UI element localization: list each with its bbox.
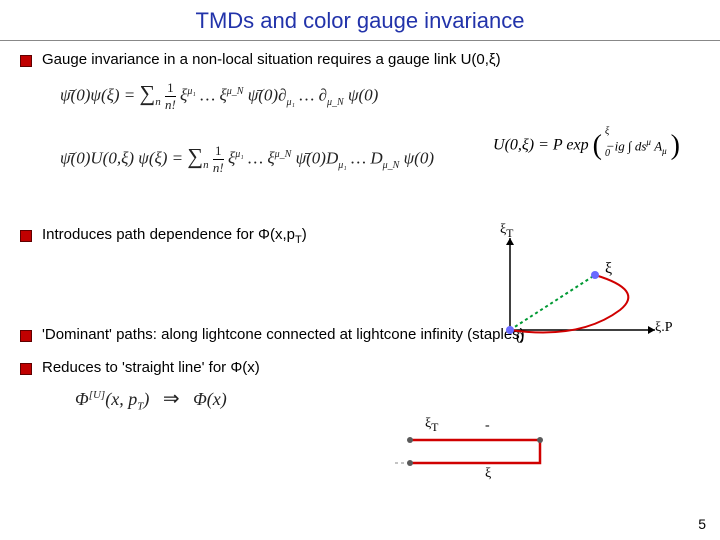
eq2-dots2: … D xyxy=(351,148,383,167)
eq2-D: ψ̄(0)D xyxy=(296,148,339,167)
bullet-text: Introduces path dependence for Φ(x,pT) xyxy=(42,226,307,246)
frac-top: 1 xyxy=(213,143,224,160)
dot-right-top xyxy=(537,437,543,443)
wilson-A: A xyxy=(651,138,662,153)
eq3-sup: [U] xyxy=(89,389,106,401)
sup: μ_N xyxy=(275,149,292,160)
page-number: 5 xyxy=(698,516,706,532)
eq1-dots: … ξ xyxy=(200,85,227,104)
dot-left-top xyxy=(407,437,413,443)
arrow-icon: ⇒ xyxy=(163,388,180,410)
sub: μ₁ xyxy=(286,97,295,108)
dot-left xyxy=(407,460,413,466)
sum-symbol: ∑ xyxy=(140,80,156,105)
eq1-dots2: … ∂ xyxy=(299,85,327,104)
frac-top: 1 xyxy=(165,80,176,97)
b2-text: Introduces path dependence for Φ(x,p xyxy=(42,226,295,243)
sub: μ₁ xyxy=(338,160,347,171)
frac-bot: n! xyxy=(213,160,224,176)
eq1-lhs: ψ̄(0)ψ(ξ) = xyxy=(60,85,135,104)
lparen: ( xyxy=(593,130,602,161)
sup: μ_N xyxy=(227,86,244,97)
sup: μ₁ xyxy=(187,86,196,97)
eq2-lhs: ψ̄(0)U(0,ξ) ψ(ξ) = xyxy=(60,148,183,167)
zero-label: 0 xyxy=(516,330,524,348)
page-title: TMDs and color gauge invariance xyxy=(0,0,720,40)
sub: μ_N xyxy=(327,97,344,108)
bullet-marker xyxy=(20,330,32,342)
staple-xiT: ξT xyxy=(425,416,438,434)
red-staple xyxy=(410,440,540,463)
eq2-end: ψ(0) xyxy=(404,148,434,167)
bullet-marker xyxy=(20,363,32,375)
staple-svg xyxy=(385,418,625,488)
path-diagram: ξT ξ 0 ξ.P xyxy=(480,230,670,350)
eq3-rhs: Φ(x) xyxy=(193,389,227,409)
b2-tail: ) xyxy=(302,226,307,243)
bullet-text: Reduces to 'straight line' for Φ(x) xyxy=(42,359,260,376)
sum-sub: n xyxy=(203,159,209,171)
xi-sub: T xyxy=(506,227,513,240)
green-path xyxy=(510,275,595,330)
equation-1: ψ̄(0)ψ(ξ) = ∑n 1 n! ξμ₁ … ξμ_N ψ̄(0)∂μ₁ … xyxy=(60,80,700,113)
staple-xi: ξ xyxy=(485,466,491,482)
red-path xyxy=(510,275,628,333)
b2-sub: T xyxy=(295,234,302,246)
frac-bot: n! xyxy=(165,97,176,113)
xi-label: ξ xyxy=(605,260,612,278)
int-top: ξ xyxy=(605,126,609,137)
bullet-marker xyxy=(20,55,32,67)
wilson-Asub: μ xyxy=(662,145,667,155)
staple-minus: - xyxy=(485,418,490,434)
int-bot: 0 xyxy=(605,148,610,159)
eq3-tail: ) xyxy=(143,389,149,409)
sum-sub: n xyxy=(155,96,161,108)
bullet-text: 'Dominant' paths: along lightcone connec… xyxy=(42,326,525,343)
wilson-lhs: U(0,ξ) = P exp xyxy=(493,137,589,154)
x-arrow-icon xyxy=(648,326,655,334)
bullet-1: Gauge invariance in a non-local situatio… xyxy=(20,51,700,68)
eq1-end: ψ(0) xyxy=(348,85,378,104)
eq3-phi: Φ xyxy=(75,389,89,409)
bullet-marker xyxy=(20,230,32,242)
sum-symbol: ∑ xyxy=(187,143,203,168)
wilson-body: −ig ∫ ds xyxy=(606,138,647,153)
eq3-args: (x, p xyxy=(105,389,137,409)
staple-diagram: ξT - ξ xyxy=(385,418,625,488)
wilson-line-eq: U(0,ξ) = P exp ( −ig ∫ dsμ Aμ ξ 0 ) xyxy=(493,130,680,162)
xi-sub: T xyxy=(431,421,438,434)
rparen: ) xyxy=(671,130,680,161)
title-rule xyxy=(0,40,720,41)
eq2-dots: … ξ xyxy=(248,148,275,167)
sub: μ_N xyxy=(383,160,400,171)
diagram-svg xyxy=(480,230,670,350)
eq1-psi: ψ̄(0)∂ xyxy=(248,85,287,104)
equation-3: Φ[U](x, pT) ⇒ Φ(x) xyxy=(75,386,700,413)
bullet-4: Reduces to 'straight line' for Φ(x) xyxy=(20,359,700,376)
xiT-label: ξT xyxy=(500,222,513,240)
bullet-text: Gauge invariance in a non-local situatio… xyxy=(42,51,501,68)
xi-dot xyxy=(591,271,599,279)
origin-dot xyxy=(506,326,514,334)
sup: μ₁ xyxy=(235,149,244,160)
xiP-label: ξ.P xyxy=(655,320,673,336)
